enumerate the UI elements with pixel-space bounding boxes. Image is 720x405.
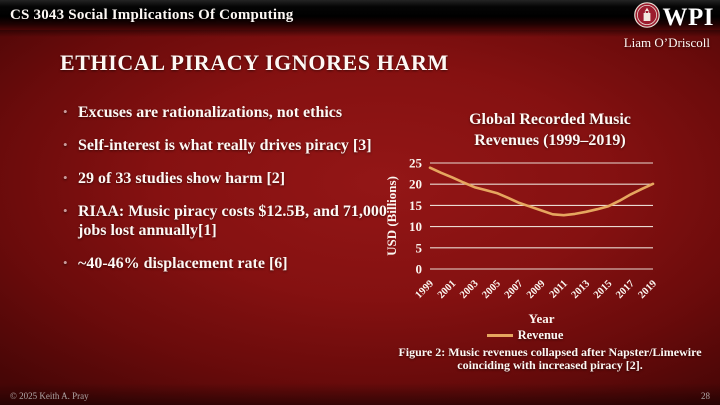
bullet-text: Excuses are rationalizations, not ethics bbox=[78, 104, 343, 121]
y-tick-label: 10 bbox=[409, 219, 422, 234]
chart-legend: Revenue bbox=[385, 328, 665, 343]
x-tick-label: 2001 bbox=[436, 278, 459, 301]
x-tick-label: 2005 bbox=[480, 278, 503, 301]
x-tick-label: 1999 bbox=[413, 278, 436, 301]
x-tick-label: 2003 bbox=[458, 278, 481, 301]
bullet-item: • 29 of 33 studies show harm [2] bbox=[63, 169, 396, 188]
chart-caption: Figure 2: Music revenues collapsed after… bbox=[398, 344, 702, 373]
legend-line-icon bbox=[486, 333, 513, 337]
bullet-item: • Self-interest is what really drives pir… bbox=[63, 136, 396, 155]
bullet-dot-icon: • bbox=[63, 137, 68, 153]
bullet-dot-icon: • bbox=[63, 170, 68, 186]
y-tick-label: 0 bbox=[416, 261, 423, 276]
x-tick-label: 2015 bbox=[592, 278, 615, 301]
bullet-item: • RIAA: Music piracy costs $12.5B, and 71… bbox=[63, 202, 396, 240]
page-number: 28 bbox=[701, 391, 710, 401]
bullet-list: • Excuses are rationalizations, not ethic… bbox=[63, 103, 396, 287]
y-tick-label: 15 bbox=[409, 197, 423, 212]
wpi-seal-icon bbox=[633, 2, 660, 33]
bullet-item: • Excuses are rationalizations, not ethic… bbox=[63, 103, 396, 122]
bullet-text: ~40-46% displacement rate [6] bbox=[78, 255, 288, 273]
x-tick-label: 2013 bbox=[570, 278, 593, 301]
revenue-line bbox=[428, 165, 655, 217]
y-axis-title: USD (Billions) bbox=[385, 176, 399, 256]
bullet-item: • ~40-46% displacement rate [6] bbox=[63, 254, 396, 273]
course-title: CS 3043 Social Implications Of Computing bbox=[10, 7, 294, 23]
x-tick-label: 2017 bbox=[614, 278, 637, 301]
footer-copyright: © 2025 Keith A. Pray bbox=[10, 391, 89, 401]
page-title: ETHICAL PIRACY IGNORES HARM bbox=[60, 50, 449, 75]
header-shade bbox=[0, 30, 720, 37]
chart-title: Global Recorded Music Revenues (1999–201… bbox=[469, 111, 631, 149]
chart-panel: Global Recorded Music Revenues (1999–201… bbox=[385, 110, 715, 373]
bullet-text: 29 of 33 studies show harm [2] bbox=[78, 170, 286, 188]
x-axis-title: Year bbox=[529, 311, 555, 326]
wpi-logo-text: WPI bbox=[662, 3, 714, 31]
wpi-logo: WPI bbox=[633, 2, 715, 33]
y-tick-label: 20 bbox=[409, 176, 422, 191]
x-tick-label: 2007 bbox=[503, 278, 526, 301]
bullet-dot-icon: • bbox=[63, 203, 68, 219]
legend-label: Revenue bbox=[517, 327, 564, 342]
header-bar bbox=[0, 0, 720, 30]
x-tick-label: 2019 bbox=[636, 278, 659, 301]
bullet-text: Self-interest is what really drives pira… bbox=[78, 137, 372, 155]
author-name: Liam O’Driscoll bbox=[623, 35, 710, 50]
x-tick-label: 2009 bbox=[525, 278, 548, 301]
bullet-dot-icon: • bbox=[63, 255, 68, 271]
y-tick-label: 5 bbox=[416, 240, 423, 255]
bullet-text: RIAA: Music piracy costs $12.5B, and 71,… bbox=[78, 203, 387, 240]
x-tick-label: 2011 bbox=[548, 278, 570, 300]
y-tick-label: 25 bbox=[409, 156, 423, 171]
bullet-dot-icon: • bbox=[63, 104, 68, 119]
